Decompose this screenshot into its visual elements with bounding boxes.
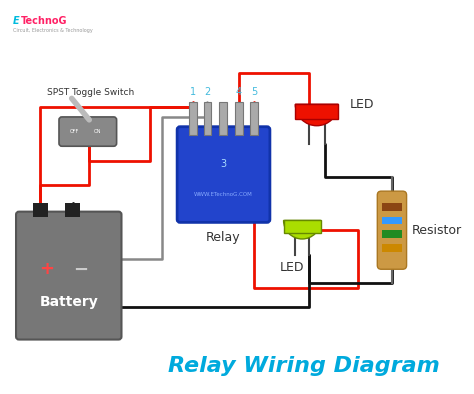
Text: 2: 2 (204, 87, 210, 97)
Text: OFF: OFF (70, 129, 79, 134)
Text: 3: 3 (220, 159, 226, 169)
Text: E: E (13, 17, 20, 26)
Wedge shape (295, 104, 338, 126)
Text: Circuit, Electronics & Technology: Circuit, Electronics & Technology (13, 28, 93, 33)
Wedge shape (283, 220, 321, 239)
Bar (219, 102, 227, 134)
FancyBboxPatch shape (377, 191, 407, 269)
Text: Resistor: Resistor (411, 224, 462, 237)
Text: LED: LED (280, 261, 305, 274)
Text: −: − (73, 260, 88, 279)
Bar (382, 244, 401, 252)
Bar (65, 203, 81, 217)
Text: WWW.ETechnoG.COM: WWW.ETechnoG.COM (194, 192, 253, 197)
Bar (295, 104, 338, 119)
Text: 4: 4 (236, 87, 242, 97)
Text: 1: 1 (190, 87, 196, 97)
FancyBboxPatch shape (59, 117, 117, 146)
Text: 5: 5 (251, 87, 257, 97)
Bar (382, 203, 401, 211)
FancyBboxPatch shape (16, 212, 121, 340)
Bar (235, 102, 243, 134)
Text: Relay Wiring Diagram: Relay Wiring Diagram (168, 356, 440, 376)
Text: SPST Toggle Switch: SPST Toggle Switch (47, 88, 135, 97)
Text: +: + (39, 260, 54, 279)
Bar (382, 217, 401, 224)
Bar (250, 102, 258, 134)
Bar (283, 220, 321, 233)
Text: LED: LED (350, 98, 374, 111)
Bar (33, 203, 48, 217)
Text: Battery: Battery (39, 296, 98, 309)
Text: ON: ON (93, 129, 101, 134)
Text: Relay: Relay (206, 230, 241, 243)
Text: TechnoG: TechnoG (21, 17, 67, 26)
Bar (382, 230, 401, 238)
Bar (203, 102, 211, 134)
FancyBboxPatch shape (177, 127, 270, 222)
Bar (189, 102, 197, 134)
